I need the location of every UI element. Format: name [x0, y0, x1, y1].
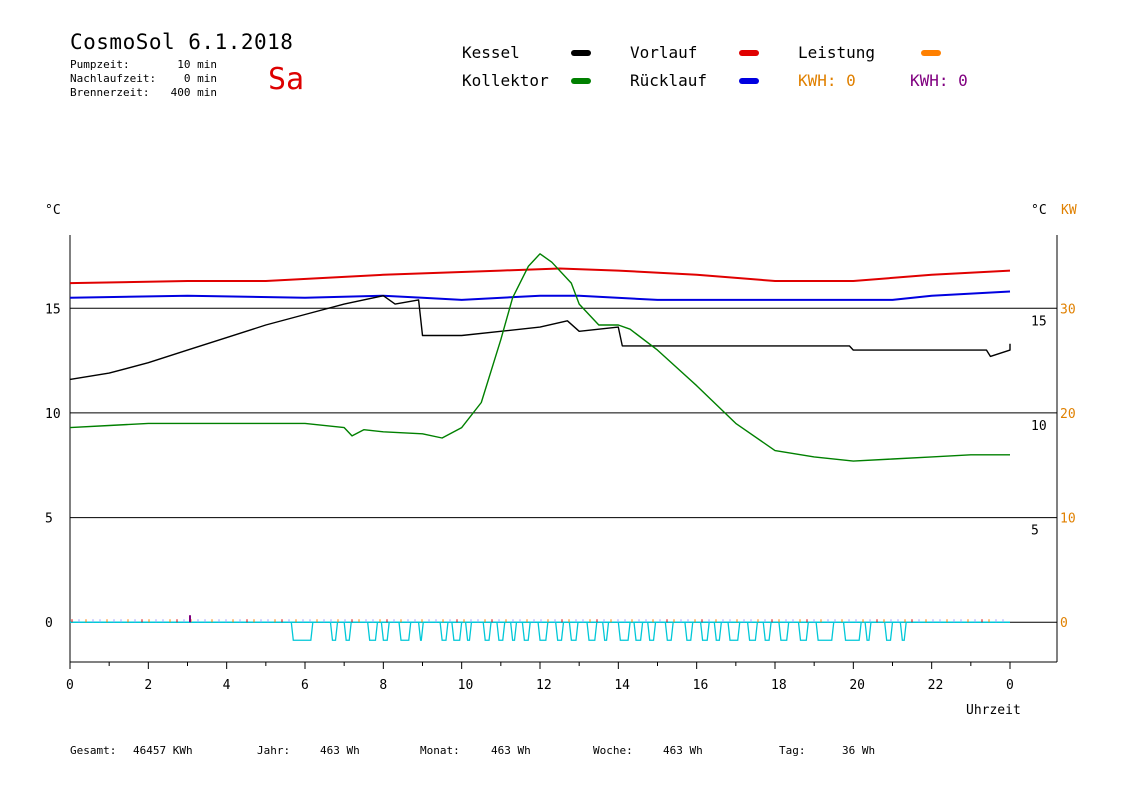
pumpzeit-label: Pumpzeit:: [70, 58, 130, 71]
legend-ruecklauf-swatch: [739, 78, 759, 84]
series-line-ruecklauf: [69, 290, 1011, 301]
brennerzeit-label: Brennerzeit:: [70, 86, 150, 99]
footer-tag-value: 36 Wh: [842, 744, 876, 757]
x-tick-label: 20: [849, 678, 865, 693]
legend-leistung-swatch: [921, 50, 941, 56]
y-kw-tick-label: 10: [1060, 512, 1076, 527]
nachlaufzeit-label: Nachlaufzeit:: [70, 72, 157, 85]
footer-monat-label: Monat:: [420, 744, 460, 757]
footer-tag-label: Tag:: [779, 744, 806, 757]
x-axis-label: Uhrzeit: [966, 703, 1021, 718]
x-tick-label: 4: [223, 678, 231, 693]
x-tick-label: 0: [1006, 678, 1014, 693]
legend-kollektor-swatch: [571, 78, 591, 84]
brennerzeit-value: 400 min: [170, 86, 217, 99]
y-left-tick-label: 10: [45, 407, 61, 422]
legend-ruecklauf-label: Rücklauf: [630, 71, 708, 90]
x-tick-label: 14: [614, 678, 630, 693]
weekday-label: Sa: [268, 62, 305, 97]
legend-kwh-purple: KWH: 0: [910, 71, 968, 90]
x-tick-label: 16: [693, 678, 709, 693]
y-left-tick-label: 5: [45, 512, 53, 527]
x-tick-label: 8: [379, 678, 387, 693]
legend-kwh-orange: KWH: 0: [798, 71, 856, 90]
footer-gesamt-label: Gesamt:: [70, 744, 117, 757]
x-tick-label: 6: [301, 678, 309, 693]
legend-vorlauf-swatch: [739, 50, 759, 56]
y-kw-unit-label: KW: [1061, 203, 1077, 218]
page-title: CosmoSol 6.1.2018: [70, 30, 294, 54]
y-right-inner-tick-label: 15: [1031, 314, 1047, 329]
series-line-kessel: [69, 295, 1011, 381]
footer-monat-value: 463 Wh: [491, 744, 531, 757]
y-right-inner-tick-label: 10: [1031, 419, 1047, 434]
legend-kessel-label: Kessel: [462, 43, 520, 62]
x-tick-label: 18: [771, 678, 787, 693]
x-tick-label: 22: [928, 678, 944, 693]
x-tick-label: 12: [536, 678, 552, 693]
nachlaufzeit-value: 0 min: [183, 72, 217, 85]
footer-gesamt-value: 46457 KWh: [133, 744, 193, 757]
y-kw-tick-label: 30: [1060, 302, 1076, 317]
x-tick-label: 2: [144, 678, 152, 693]
y-kw-tick-label: 20: [1060, 407, 1076, 422]
series-line-vorlauf: [69, 267, 1011, 285]
footer-woche-value: 463 Wh: [663, 744, 703, 757]
y-left-tick-label: 15: [45, 302, 61, 317]
legend-kessel-swatch: [571, 50, 591, 56]
pump-pulses: [290, 622, 907, 641]
footer-woche-label: Woche:: [593, 744, 633, 757]
pumpzeit-value: 10 min: [177, 58, 217, 71]
legend-kollektor-label: Kollektor: [462, 71, 549, 90]
legend-leistung-label: Leistung: [798, 43, 876, 62]
footer-jahr-label: Jahr:: [257, 744, 291, 757]
legend-vorlauf-label: Vorlauf: [630, 43, 698, 62]
y-right-unit-label: °C: [1031, 203, 1047, 218]
x-tick-label: 0: [66, 678, 74, 693]
series-line-kollektor: [69, 253, 1010, 462]
x-tick-label: 10: [458, 678, 474, 693]
footer-jahr-value: 463 Wh: [320, 744, 360, 757]
y-left-unit-label: °C: [45, 203, 61, 218]
y-kw-tick-label: 0: [1060, 616, 1068, 631]
y-left-tick-label: 0: [45, 616, 53, 631]
y-right-inner-tick-label: 5: [1031, 524, 1039, 539]
